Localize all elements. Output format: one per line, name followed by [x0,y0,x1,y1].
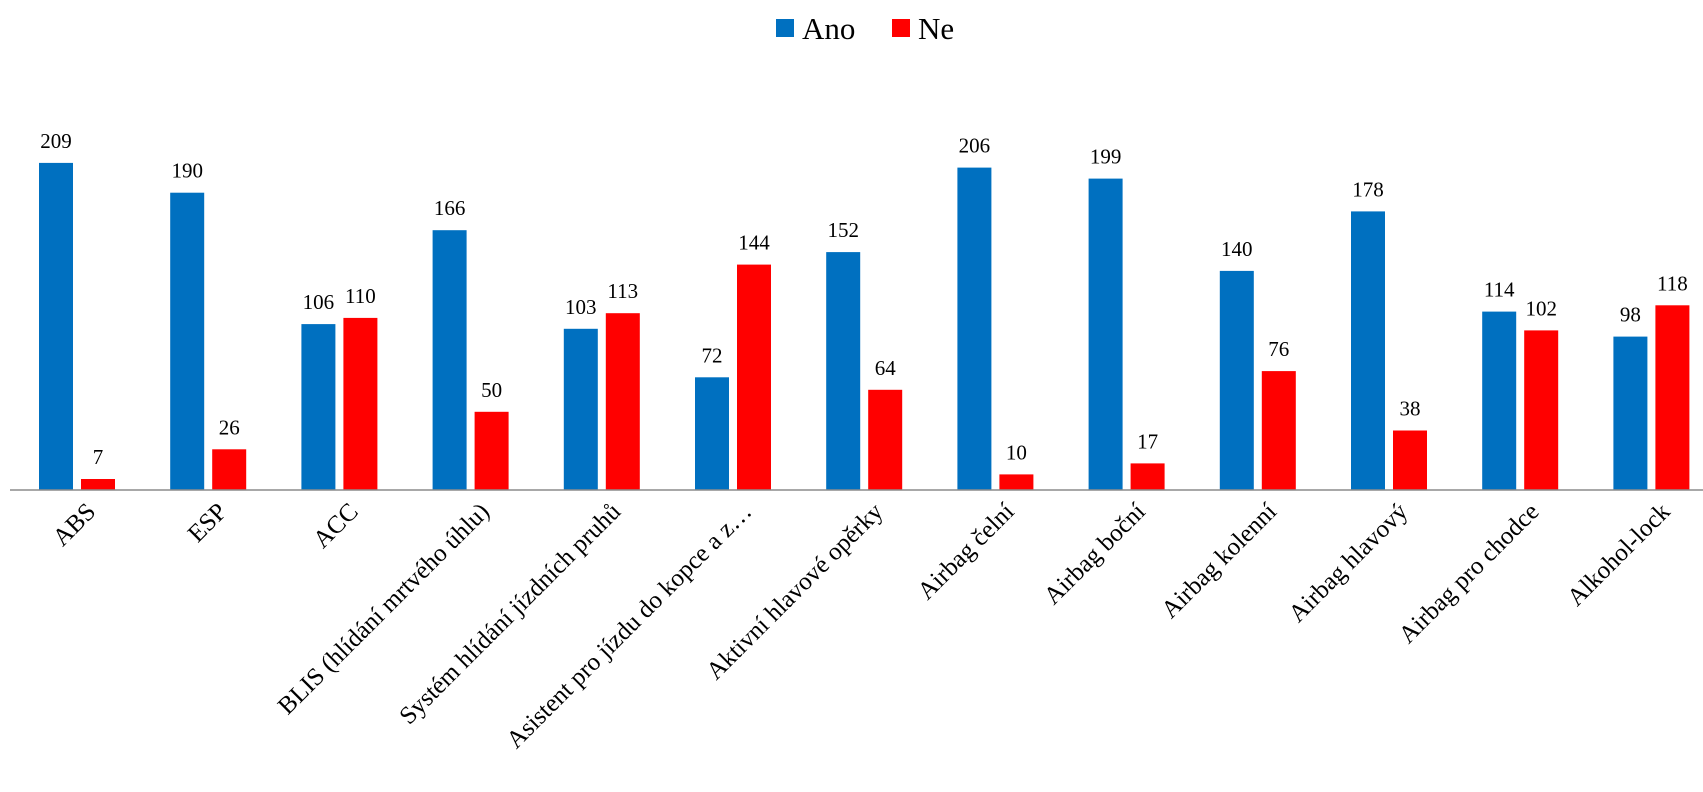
legend: Ano Ne [776,11,954,46]
bar-ano-11 [1482,311,1517,490]
category-label-5: Asistent pro jízdu do kopce a z… [502,498,758,754]
bar-ne-12 [1655,305,1690,490]
data-label-ne-6: 64 [875,356,897,380]
bar-ne-0 [81,479,115,490]
bar-ne-8 [1130,463,1165,490]
legend-label-ne: Ne [918,11,954,46]
category-label-4: Systém hlídání jízdních pruhů [394,498,626,730]
bars-layer [39,162,1690,491]
legend-swatch-ano [776,19,794,37]
bar-ano-7 [957,167,992,490]
data-label-ne-3: 50 [481,378,502,402]
bar-ano-4 [563,328,598,490]
category-label-7: Airbag čelní [913,498,1020,605]
data-label-ano-7: 206 [959,134,991,158]
data-label-ne-12: 118 [1657,271,1688,295]
data-label-ano-3: 166 [434,196,466,220]
category-label-10: Airbag hlavový [1284,498,1414,628]
category-label-0: ABS [48,498,101,551]
data-label-ne-10: 38 [1400,397,1421,421]
data-label-ne-8: 17 [1137,429,1158,453]
data-label-ne-2: 110 [345,284,376,308]
bar-ano-3 [432,230,467,490]
data-label-ano-11: 114 [1484,278,1515,302]
bar-ne-4 [605,313,640,490]
bar-ano-2 [301,324,336,490]
bar-ano-6 [826,252,861,490]
data-label-ne-4: 113 [607,279,638,303]
bar-ne-3 [474,411,509,491]
bar-ano-10 [1351,211,1385,490]
data-label-ano-8: 199 [1090,145,1122,169]
data-label-ano-1: 190 [171,159,203,183]
bar-ano-1 [170,192,205,490]
category-label-8: Airbag boční [1039,498,1151,610]
category-label-11: Airbag pro chodce [1394,498,1545,649]
category-label-12: Alkohol-lock [1562,498,1676,612]
data-label-ne-11: 102 [1525,296,1557,320]
data-label-ne-7: 10 [1006,440,1027,464]
bar-ano-5 [695,377,729,490]
bar-ne-10 [1393,430,1427,490]
bar-ano-9 [1219,270,1254,490]
bar-ne-7 [999,474,1034,490]
data-label-ano-10: 178 [1352,177,1384,201]
data-label-ano-6: 152 [827,218,859,242]
data-label-ano-4: 103 [565,295,597,319]
data-label-ne-5: 144 [738,231,770,255]
data-label-ne-0: 7 [93,445,104,469]
bar-ne-6 [868,389,903,490]
data-label-ano-9: 140 [1221,237,1253,261]
category-label-9: Airbag kolenní [1156,498,1282,624]
bar-ne-2 [343,317,378,491]
bar-ano-12 [1613,336,1648,490]
category-label-2: ACC [308,498,363,553]
data-label-ano-0: 209 [40,129,72,153]
bar-ano-8 [1088,178,1123,490]
legend-label-ano: Ano [802,11,855,46]
bar-ne-1 [212,449,247,490]
bar-ne-5 [737,264,771,490]
category-label-3: BLIS (hlídání mrtvého úhlu) [273,498,495,720]
data-label-ne-1: 26 [219,415,240,439]
data-label-ne-9: 76 [1268,337,1289,361]
bar-ano-0 [39,162,73,490]
data-label-ano-2: 106 [303,290,335,314]
legend-swatch-ne [892,19,910,37]
data-label-ano-12: 98 [1620,303,1641,327]
bar-ne-11 [1524,330,1559,490]
value-labels-layer: 209 7 190 26 106 110 166 50 103 113 72 144 152 64 206 1… [40,129,1688,469]
category-label-1: ESP [183,498,233,548]
data-label-ano-5: 72 [702,343,723,367]
bar-ne-9 [1261,371,1296,490]
